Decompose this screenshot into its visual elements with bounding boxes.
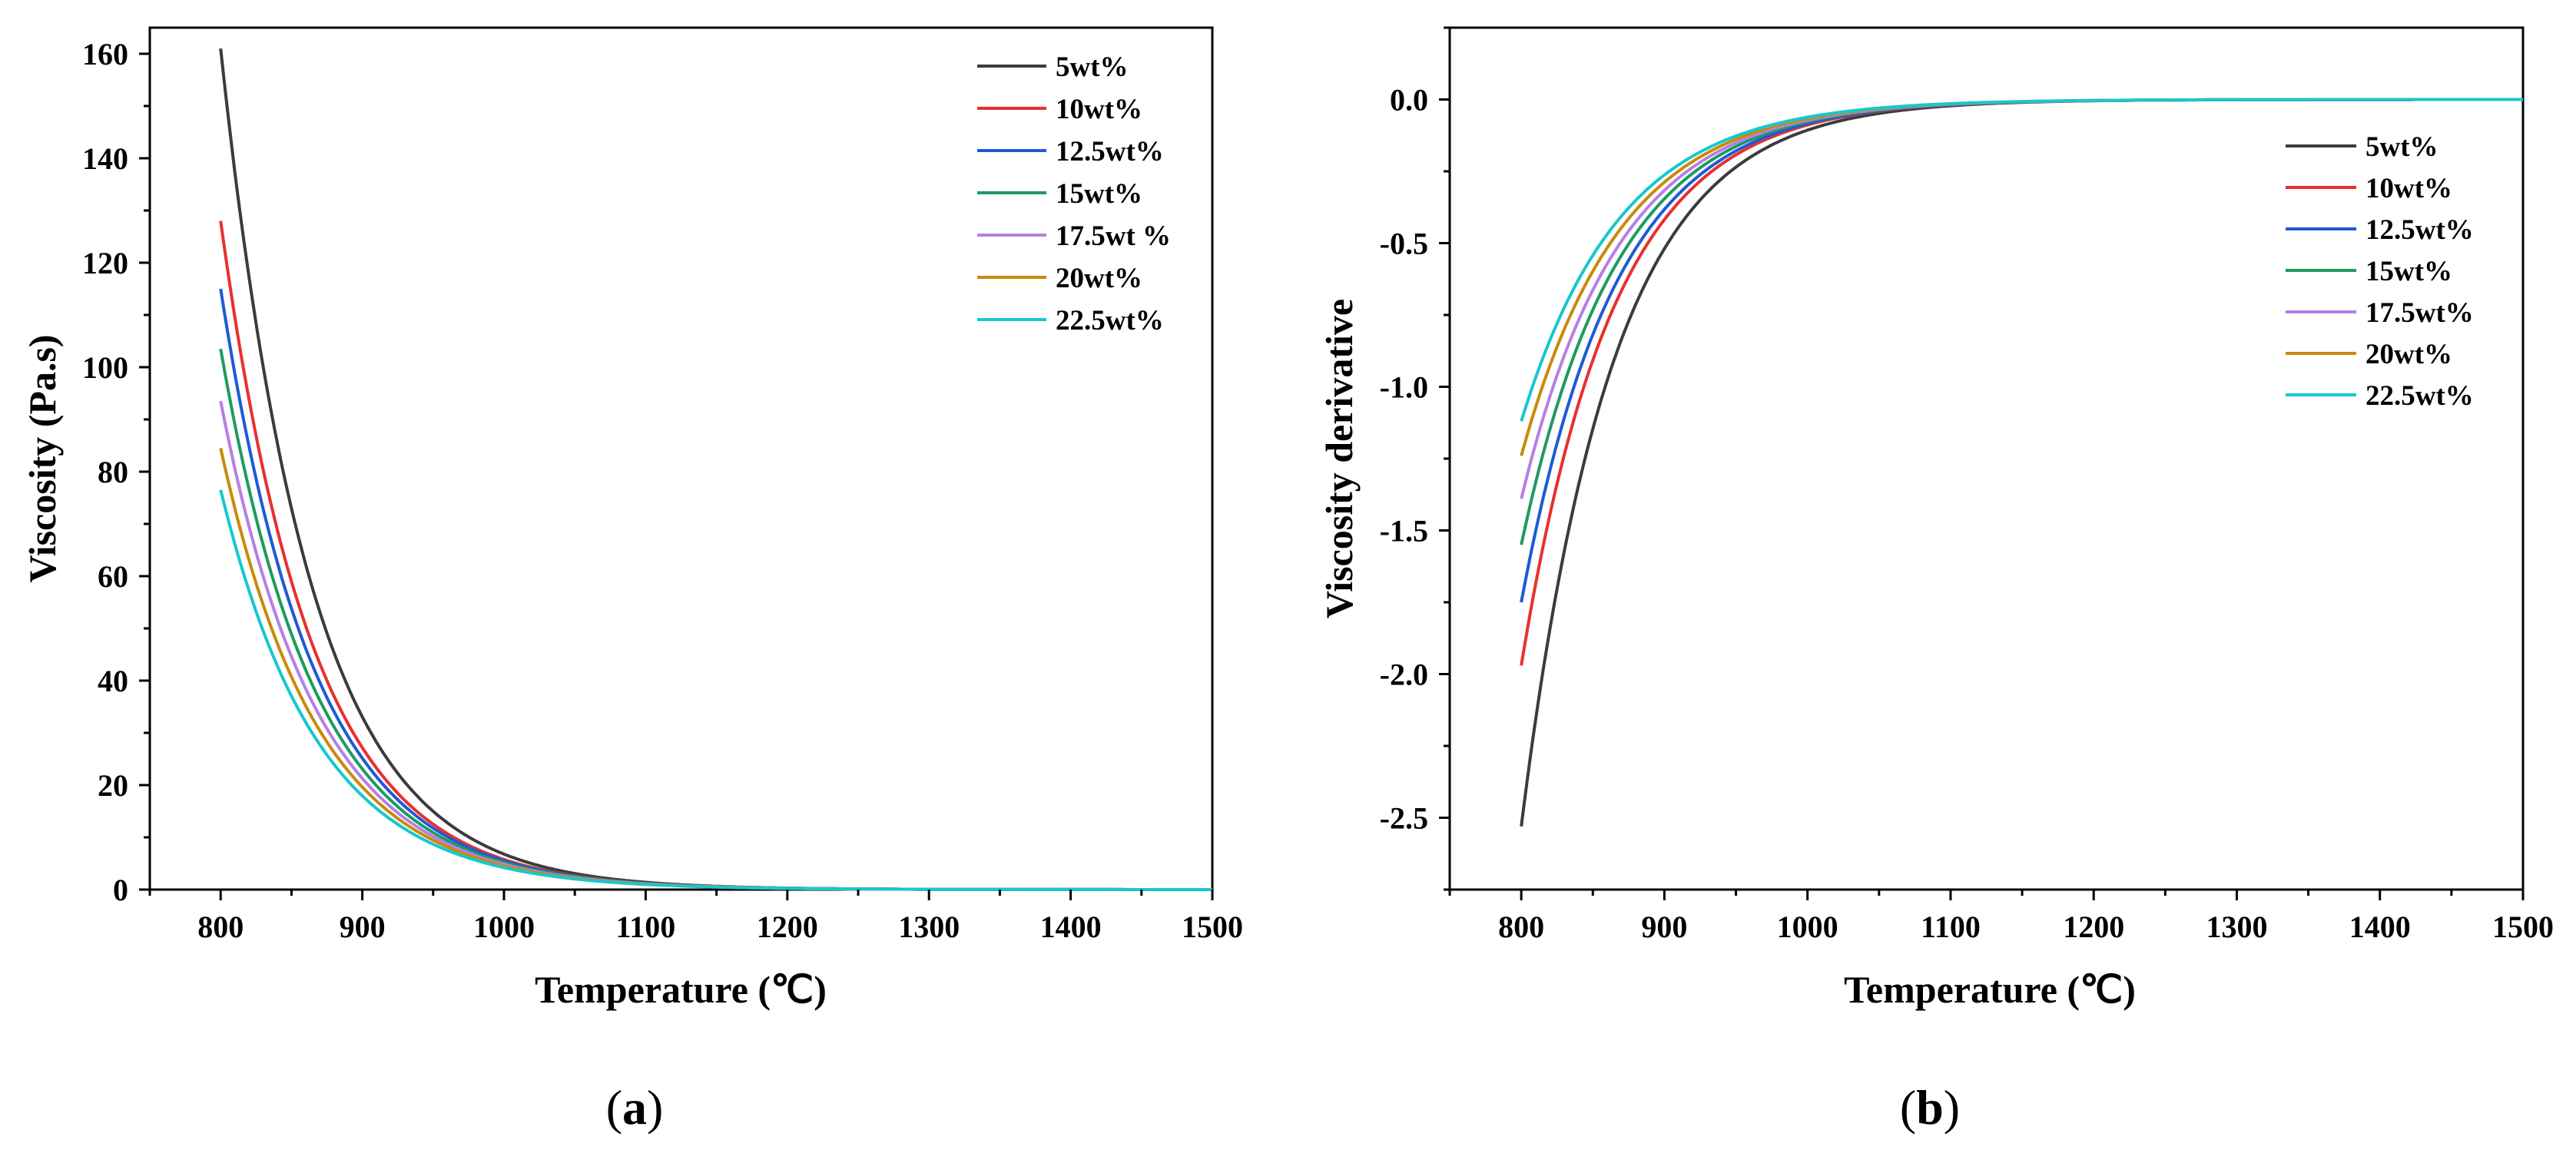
x-tick-label-b-1000: 1000 xyxy=(1777,910,1838,944)
legend-label-b-3: 15wt% xyxy=(2365,256,2452,287)
x-tick-label-a-1500: 1500 xyxy=(1182,910,1243,944)
y-tick-label-a-5: 100 xyxy=(82,350,128,385)
x-axis-label-b: Temperature (℃) xyxy=(1844,968,2136,1011)
x-axis-label-a: Temperature (℃) xyxy=(535,968,827,1011)
series-line-a-5 xyxy=(219,447,1212,891)
legend-label-a-1: 10wt% xyxy=(1056,94,1142,125)
x-tick-label-a-800: 800 xyxy=(197,910,244,944)
legend-label-b-5: 20wt% xyxy=(2365,339,2452,370)
legend-label-b-4: 17.5wt% xyxy=(2365,297,2474,329)
legend-label-a-3: 15wt% xyxy=(1056,178,1142,210)
x-tick-label-a-1300: 1300 xyxy=(898,910,960,944)
x-tick-label-a-900: 900 xyxy=(340,910,386,944)
y-tick-label-a-0: 0 xyxy=(113,873,128,907)
y-tick-label-b-2: -1.0 xyxy=(1380,370,1428,405)
y-tick-label-b-4: -2.0 xyxy=(1380,658,1428,692)
legend-label-b-0: 5wt% xyxy=(2365,131,2438,163)
x-tick-label-b-1200: 1200 xyxy=(2063,910,2124,944)
y-tick-label-b-3: -1.5 xyxy=(1380,514,1428,548)
x-tick-label-a-1000: 1000 xyxy=(473,910,535,944)
x-tick-label-a-1400: 1400 xyxy=(1040,910,1102,944)
legend-label-b-6: 22.5wt% xyxy=(2365,380,2474,412)
y-tick-label-a-2: 40 xyxy=(98,664,128,698)
legend-label-b-1: 10wt% xyxy=(2365,173,2452,204)
series-line-a-2 xyxy=(219,288,1212,891)
y-tick-label-a-7: 140 xyxy=(82,141,128,176)
legend-label-a-5: 20wt% xyxy=(1056,263,1142,294)
panel-a-viscosity: 800 900 1000 1100 1200 1300 1400 1500 0 20 40 60 80… xyxy=(21,26,1243,1135)
y-tick-label-a-6: 120 xyxy=(82,246,128,280)
legend-label-b-2: 12.5wt% xyxy=(2365,214,2474,246)
series-line-a-6 xyxy=(219,489,1212,891)
x-tick-label-b-1300: 1300 xyxy=(2206,910,2267,944)
panel-b-viscosity-derivative: 800 900 1000 1100 1200 1300 1400 1500 0.0 -0.5 -1… xyxy=(1318,26,2554,1135)
legend-label-a-6: 22.5wt% xyxy=(1056,305,1164,336)
series-line-a-4 xyxy=(219,400,1212,891)
legend-label-a-4: 17.5wt % xyxy=(1056,220,1171,252)
series-line-b-6 xyxy=(1520,98,2523,423)
x-tick-label-a-1200: 1200 xyxy=(757,910,818,944)
series-line-a-0 xyxy=(219,48,1212,891)
x-tick-label-b-900: 900 xyxy=(1641,910,1687,944)
x-tick-label-b-1500: 1500 xyxy=(2492,910,2554,944)
x-tick-label-b-800: 800 xyxy=(1498,910,1544,944)
panel-caption-b: (b) xyxy=(1900,1080,1960,1135)
y-tick-label-b-0: 0.0 xyxy=(1390,83,1428,118)
y-tick-label-a-4: 80 xyxy=(98,455,128,489)
series-line-a-3 xyxy=(219,348,1212,891)
y-tick-label-a-8: 160 xyxy=(82,37,128,71)
plot-frame-a xyxy=(148,26,1214,891)
y-axis-label-a: Viscosity (Pa.s) xyxy=(21,334,64,582)
y-axis-label-b: Viscosity derivative xyxy=(1318,299,1361,618)
x-tick-label-a-1100: 1100 xyxy=(616,910,676,944)
y-tick-label-b-5: -2.5 xyxy=(1380,801,1428,836)
legend-label-a-0: 5wt% xyxy=(1056,51,1129,83)
plot-frame-b xyxy=(1448,26,2525,891)
y-tick-label-a-1: 20 xyxy=(98,768,128,803)
panel-caption-a: (a) xyxy=(606,1080,664,1135)
x-tick-label-b-1400: 1400 xyxy=(2349,910,2411,944)
legend-label-a-2: 12.5wt% xyxy=(1056,136,1164,167)
x-tick-label-b-1100: 1100 xyxy=(1921,910,1981,944)
y-tick-label-b-1: -0.5 xyxy=(1380,227,1428,261)
y-tick-label-a-3: 60 xyxy=(98,559,128,594)
